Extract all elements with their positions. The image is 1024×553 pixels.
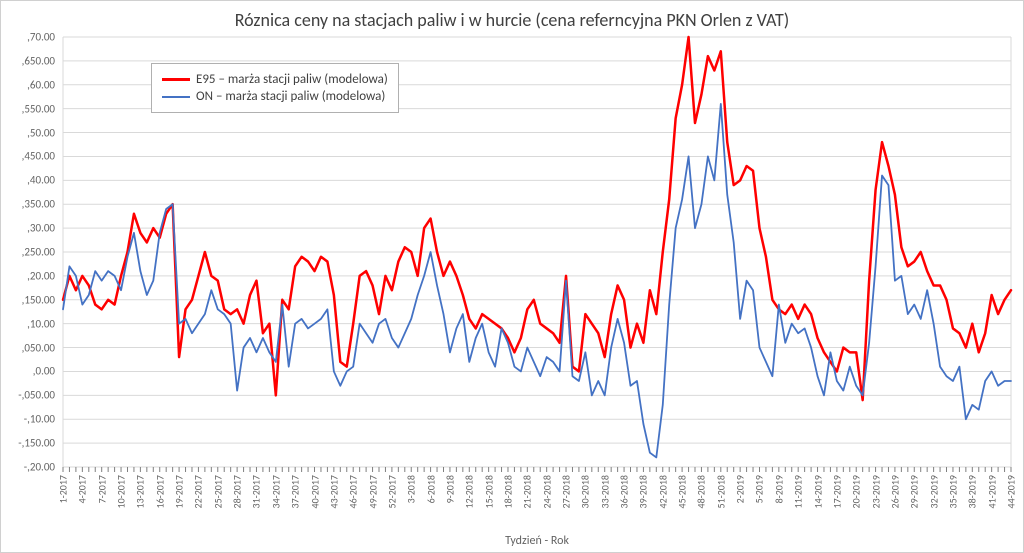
x-tick-label: 10-2017 bbox=[115, 475, 128, 508]
x-tick-label: 30-2018 bbox=[579, 475, 592, 508]
y-tick-label: -,050.00 bbox=[18, 389, 55, 402]
x-tick-label: 25-2017 bbox=[211, 475, 224, 508]
x-tick-label: 17-2019 bbox=[830, 475, 843, 508]
legend-swatch-on bbox=[162, 96, 190, 98]
x-tick-label: 22-2017 bbox=[192, 475, 205, 508]
legend: E95 – marża stacji paliw (modelowa) ON –… bbox=[151, 63, 399, 113]
y-tick-label: ,40.00 bbox=[27, 174, 55, 187]
x-tick-label: 46-2017 bbox=[347, 475, 360, 508]
x-tick-label: 33-2018 bbox=[598, 475, 611, 508]
y-tick-label: -,20.00 bbox=[24, 461, 55, 474]
y-tick-label: ,250.00 bbox=[22, 246, 55, 259]
x-tick-label: 13-2017 bbox=[134, 475, 147, 508]
x-tick-label: 24-2018 bbox=[540, 475, 553, 508]
y-tick-label: -,10.00 bbox=[24, 413, 55, 426]
x-tick-label: 48-2018 bbox=[695, 475, 708, 508]
x-tick-label: 36-2018 bbox=[618, 475, 631, 508]
y-tick-label: ,150.00 bbox=[22, 293, 55, 306]
x-tick-label: 21-2018 bbox=[521, 475, 534, 508]
x-tick-label: 52-2017 bbox=[385, 475, 398, 508]
x-tick-label: 5-2019 bbox=[753, 475, 766, 503]
x-tick-label: 7-2017 bbox=[95, 475, 108, 503]
y-tick-label: ,30.00 bbox=[27, 222, 55, 235]
x-tick-label: 8-2019 bbox=[772, 475, 785, 503]
x-tick-label: 38-2019 bbox=[966, 475, 979, 508]
x-tick-label: 26-2019 bbox=[888, 475, 901, 508]
x-tick-label: 19-2017 bbox=[173, 475, 186, 508]
legend-label-on: ON – marża stacji paliw (modelowa) bbox=[196, 89, 385, 104]
y-tick-label: ,650.00 bbox=[22, 54, 55, 67]
x-tick-label: 45-2018 bbox=[676, 475, 689, 508]
y-tick-label: ,050.00 bbox=[22, 341, 55, 354]
legend-swatch-e95 bbox=[162, 78, 190, 81]
chart-title: Róznica ceny na stacjach paliw i w hurci… bbox=[1, 9, 1023, 31]
chart-container: Róznica ceny na stacjach paliw i w hurci… bbox=[0, 0, 1024, 553]
x-tick-label: 42-2018 bbox=[656, 475, 669, 508]
y-tick-label: ,350.00 bbox=[22, 198, 55, 211]
x-tick-label: 51-2018 bbox=[714, 475, 727, 508]
y-axis: ,70.00,650.00,60.00,550.00,50.00,450.00,… bbox=[1, 37, 59, 467]
x-tick-label: 49-2017 bbox=[366, 475, 379, 508]
x-tick-label: 40-2017 bbox=[308, 475, 321, 508]
y-tick-label: ,10.00 bbox=[27, 317, 55, 330]
x-tick-label: 3-2018 bbox=[405, 475, 418, 503]
x-tick-label: 4-2017 bbox=[76, 475, 89, 503]
x-tick-label: 39-2018 bbox=[637, 475, 650, 508]
x-tick-label: 43-2017 bbox=[327, 475, 340, 508]
x-tick-label: 34-2017 bbox=[269, 475, 282, 508]
x-tick-label: 41-2019 bbox=[985, 475, 998, 508]
y-tick-label: ,60.00 bbox=[27, 78, 55, 91]
x-tick-label: 44-2019 bbox=[1005, 475, 1018, 508]
x-tick-label: 12-2018 bbox=[463, 475, 476, 508]
y-tick-label: ,0.00 bbox=[33, 365, 55, 378]
x-tick-label: 14-2019 bbox=[811, 475, 824, 508]
x-tick-label: 37-2017 bbox=[289, 475, 302, 508]
x-tick-label: 11-2019 bbox=[792, 475, 805, 508]
x-tick-label: 6-2018 bbox=[424, 475, 437, 503]
y-tick-label: ,50.00 bbox=[27, 126, 55, 139]
x-tick-label: 32-2019 bbox=[927, 475, 940, 508]
x-tick-label: 23-2019 bbox=[869, 475, 882, 508]
x-tick-label: 28-2017 bbox=[231, 475, 244, 508]
y-tick-label: -,150.00 bbox=[18, 437, 55, 450]
x-tick-label: 27-2018 bbox=[560, 475, 573, 508]
x-axis: 1-20174-20177-201710-201713-201716-20171… bbox=[63, 467, 1011, 529]
legend-item-on: ON – marża stacji paliw (modelowa) bbox=[162, 89, 388, 104]
x-tick-label: 35-2019 bbox=[946, 475, 959, 508]
y-tick-label: ,20.00 bbox=[27, 269, 55, 282]
x-tick-label: 16-2017 bbox=[153, 475, 166, 508]
x-tick-label: 2-2019 bbox=[734, 475, 747, 503]
y-tick-label: ,70.00 bbox=[27, 31, 55, 44]
x-tick-label: 1-2017 bbox=[57, 475, 70, 503]
x-tick-label: 20-2019 bbox=[850, 475, 863, 508]
x-tick-label: 29-2019 bbox=[908, 475, 921, 508]
x-tick-label: 18-2018 bbox=[501, 475, 514, 508]
x-axis-title: Tydzień - Rok bbox=[63, 534, 1011, 548]
legend-label-e95: E95 – marża stacji paliw (modelowa) bbox=[196, 72, 388, 87]
x-tick-label: 15-2018 bbox=[482, 475, 495, 508]
y-tick-label: ,450.00 bbox=[22, 150, 55, 163]
x-tick-label: 9-2018 bbox=[443, 475, 456, 503]
legend-item-e95: E95 – marża stacji paliw (modelowa) bbox=[162, 72, 388, 87]
x-tick-label: 31-2017 bbox=[250, 475, 263, 508]
y-tick-label: ,550.00 bbox=[22, 102, 55, 115]
